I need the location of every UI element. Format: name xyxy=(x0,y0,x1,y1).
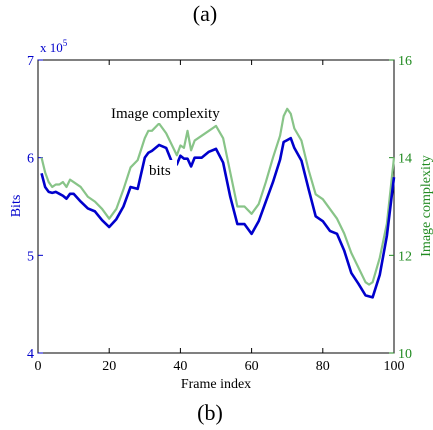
series-line-bits xyxy=(40,136,396,299)
x-tick-label: 20 xyxy=(102,359,116,374)
left-tick-label: 5 xyxy=(27,249,34,264)
legend-complexity-label: Image complexity xyxy=(111,106,220,122)
multiplier-exponent: 5 xyxy=(63,38,68,48)
right-axis: 10 12 14 16 xyxy=(389,54,412,362)
multiplier-base: x 10 xyxy=(40,40,63,55)
x-tick-label: 80 xyxy=(316,359,330,374)
right-tick-label: 10 xyxy=(398,347,412,362)
legend-complexity-box xyxy=(108,101,268,123)
x-tick-label: 60 xyxy=(245,359,259,374)
caption-bottom: (b) xyxy=(197,400,223,425)
x-tick-label: 100 xyxy=(384,359,405,374)
right-axis-label: Image complexity xyxy=(419,155,433,256)
left-tick-label: 7 xyxy=(27,54,34,69)
right-tick-label: 16 xyxy=(398,54,412,69)
legend-bits-box xyxy=(147,160,177,180)
caption-top: (a) xyxy=(193,1,217,26)
series-line-image-complexity xyxy=(40,107,396,286)
left-axis-multiplier: x 105 xyxy=(40,38,68,55)
legend-bits-label: bits xyxy=(149,163,171,179)
left-tick-label: 4 xyxy=(27,347,34,362)
left-tick-label: 6 xyxy=(27,152,34,167)
x-axis-label: Frame index xyxy=(181,377,251,392)
left-axis-label: Bits xyxy=(9,195,24,218)
x-tick-label: 0 xyxy=(35,359,42,374)
right-tick-label: 14 xyxy=(398,152,412,167)
x-axis: 0 20 40 60 80 100 xyxy=(35,60,405,374)
x-tick-label: 40 xyxy=(173,359,187,374)
right-tick-label: 12 xyxy=(398,249,412,264)
